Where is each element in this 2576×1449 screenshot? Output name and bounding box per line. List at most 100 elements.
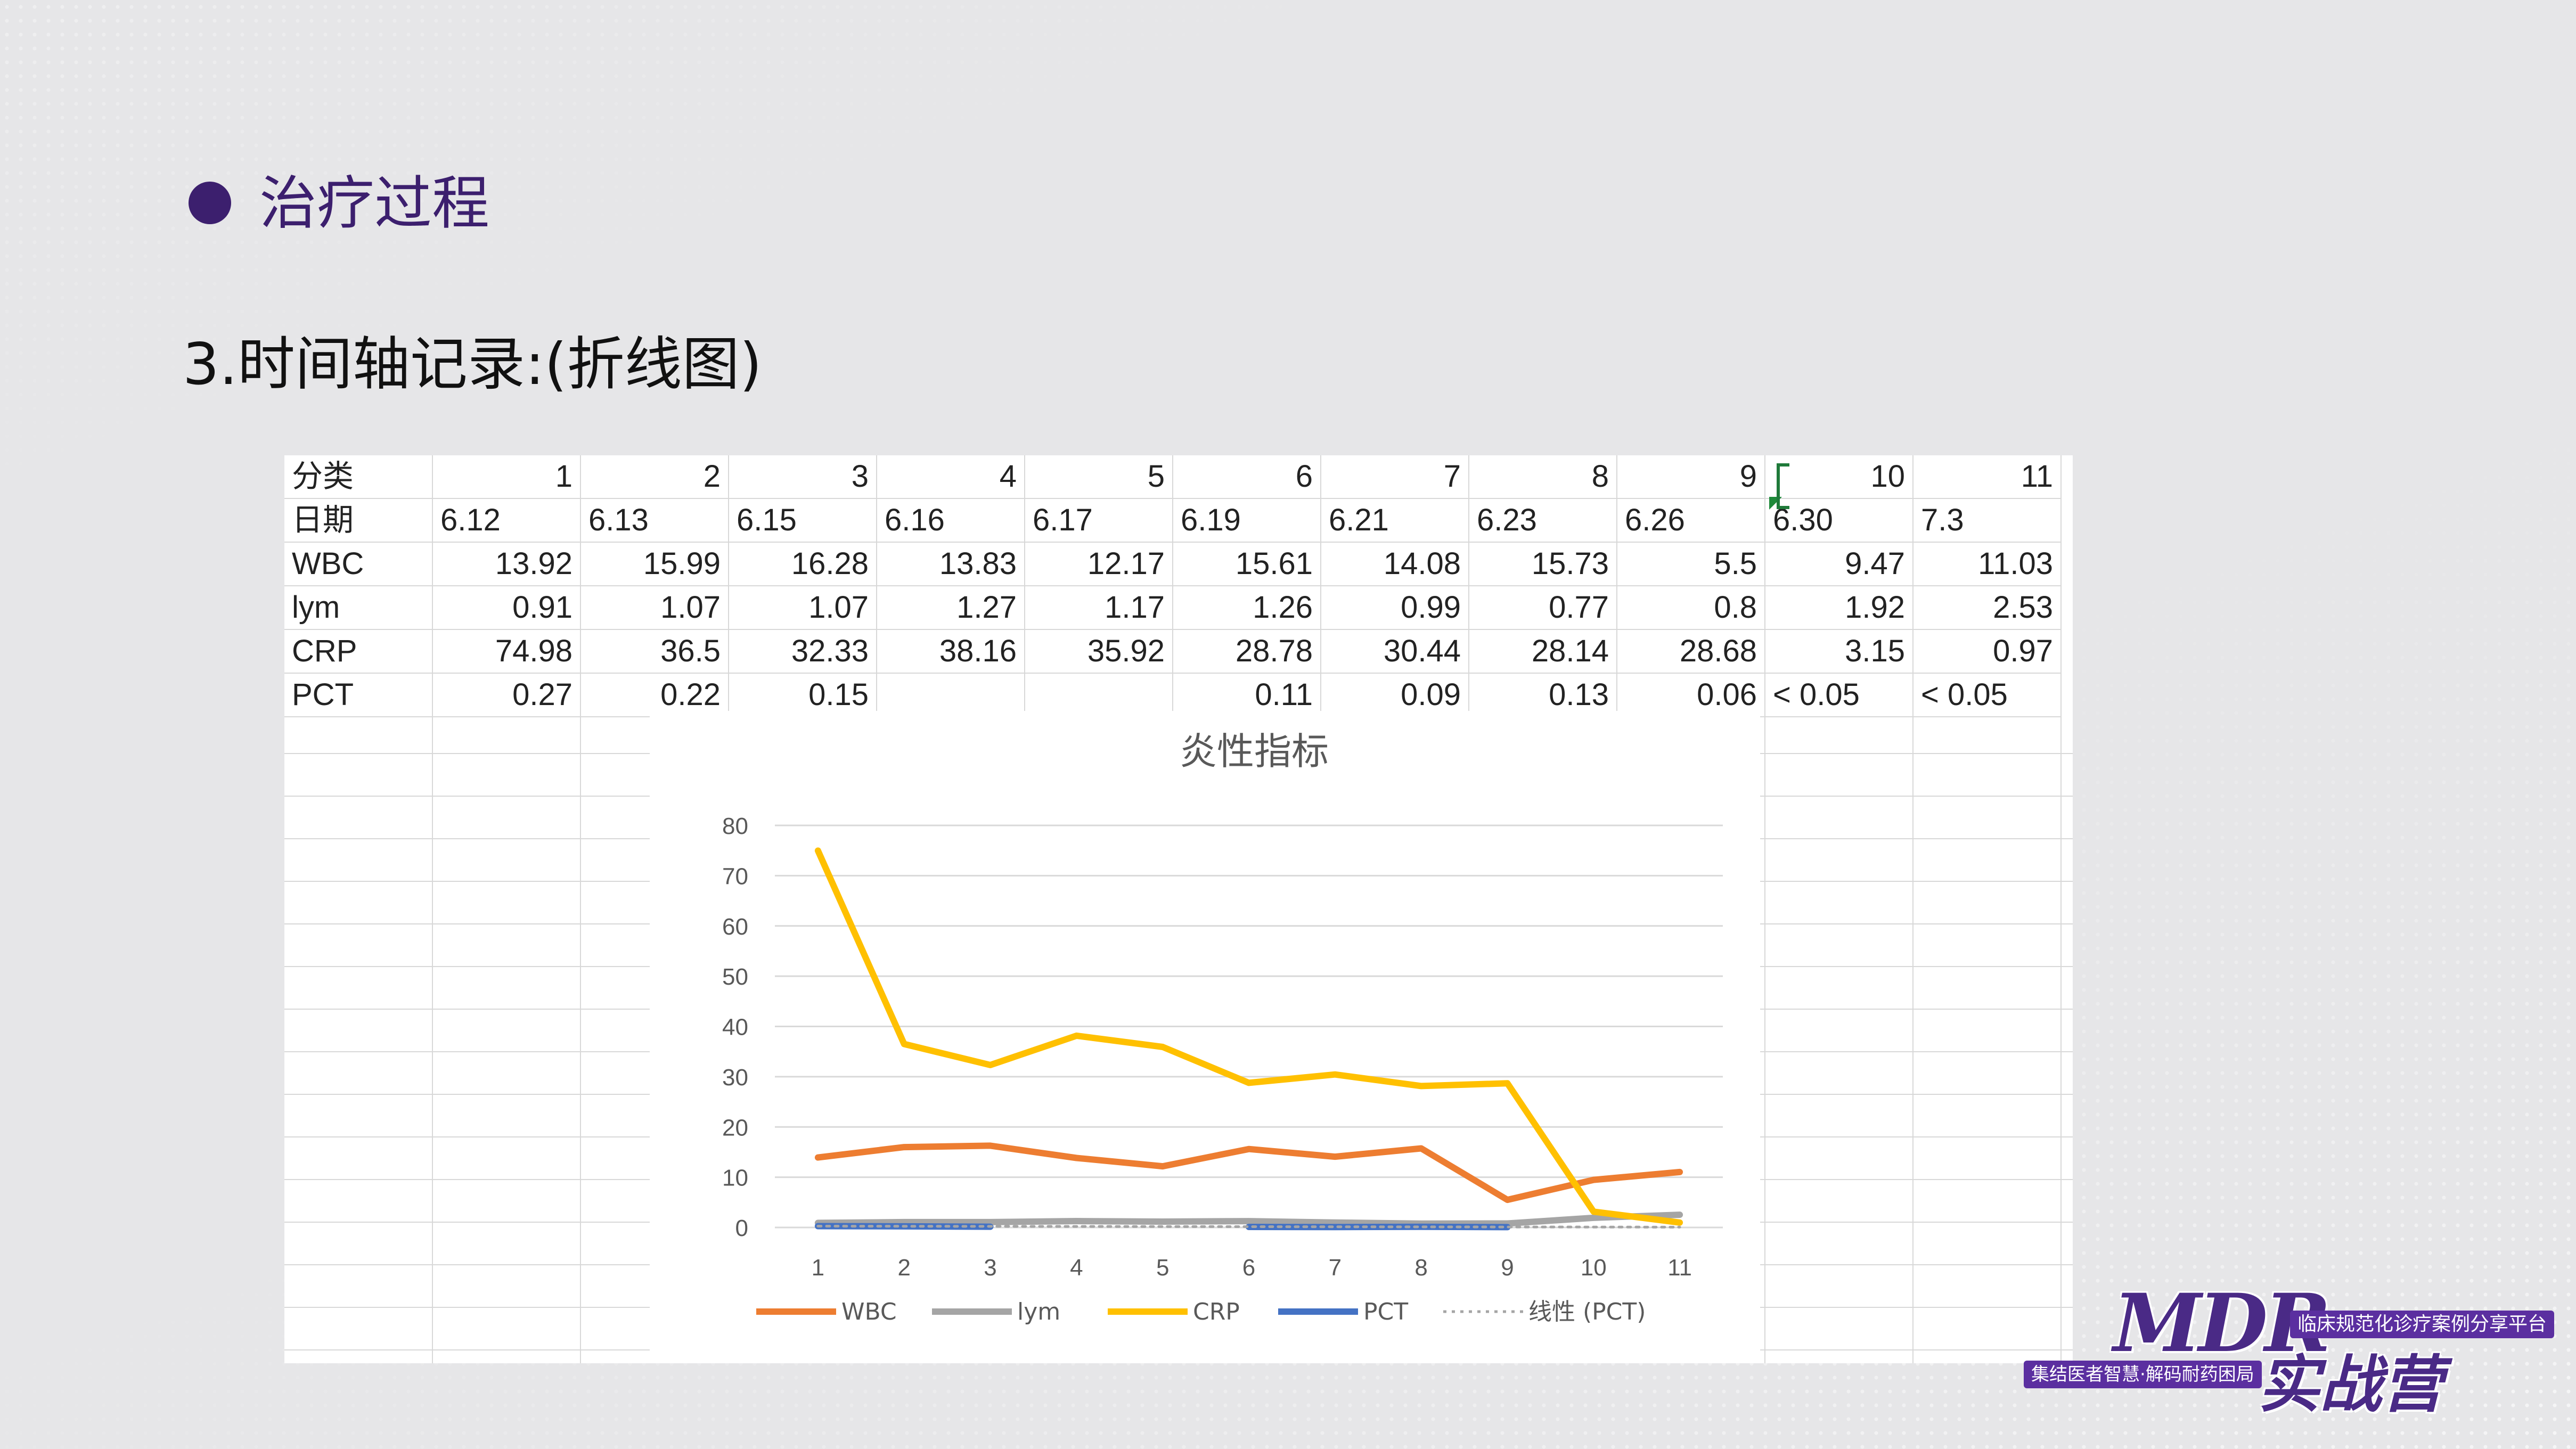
table-cell[interactable]: 74.98 [432, 629, 581, 674]
table-cell[interactable]: 10 [1765, 455, 1913, 499]
table-cell[interactable]: 1.26 [1173, 586, 1321, 630]
table-cell[interactable]: 1.27 [877, 586, 1025, 630]
series-line-wbc [814, 1142, 1683, 1204]
lym-row: lym 0.91 1.07 1.07 1.27 1.17 1.26 0.99 0.77 0.8 1.… [284, 586, 2062, 630]
line-chart: 炎性指标 0 10 20 30 40 50 60 70 80 1 2 3 4 5 6 7 8 9 10 11 WBC lym… [722, 730, 1723, 1325]
logo-tagline: 临床规范化诊疗案例分享平台 [2290, 1311, 2555, 1338]
table-cell[interactable]: 6.19 [1173, 498, 1321, 543]
table-cell[interactable]: 5.5 [1617, 542, 1765, 586]
table-cell[interactable]: 0.77 [1469, 586, 1617, 630]
y-tick-label: 70 [722, 863, 748, 889]
table-cell[interactable]: 9.47 [1765, 542, 1913, 586]
table-cell[interactable]: 14.08 [1321, 542, 1469, 586]
chart-title: 炎性指标 [1180, 730, 1329, 773]
table-cell[interactable]: 11.03 [1913, 542, 2062, 586]
table-cell[interactable]: 15.73 [1469, 542, 1617, 586]
table-cell[interactable]: 0.15 [729, 673, 877, 717]
y-tick-label: 60 [722, 914, 748, 940]
header-row: 分类 1 2 3 4 5 6 7 8 9 10 11 [284, 455, 2062, 499]
table-cell[interactable] [877, 673, 1025, 717]
row-label-cell[interactable]: 日期 [284, 498, 433, 543]
table-cell[interactable]: 6.21 [1321, 498, 1469, 543]
row-label-cell[interactable]: lym [284, 586, 433, 630]
crp-row: CRP 74.98 36.5 32.33 38.16 35.92 28.78 30.44 28.… [284, 629, 2062, 674]
table-cell[interactable]: 6.23 [1469, 498, 1617, 543]
table-cell[interactable]: 6.26 [1617, 498, 1765, 543]
table-cell[interactable]: 6 [1173, 455, 1321, 499]
legend-label: lym [1017, 1298, 1060, 1325]
table-cell[interactable]: 15.61 [1173, 542, 1321, 586]
legend-label: PCT [1363, 1298, 1408, 1325]
table-cell[interactable]: 38.16 [877, 629, 1025, 674]
table-cell[interactable]: 2.53 [1913, 586, 2062, 630]
legend-label: WBC [841, 1298, 897, 1325]
table-cell[interactable]: 0.22 [580, 673, 729, 717]
x-tick-label: 1 [812, 1255, 824, 1281]
table-cell[interactable]: 28.14 [1469, 629, 1617, 674]
logo-camp: 实战营 [2258, 1348, 2443, 1421]
cell-selection-marker [1777, 463, 1789, 509]
table-cell[interactable]: 6.15 [729, 498, 877, 543]
chart-panel[interactable]: 炎性指标 0 10 20 30 40 50 60 70 80 1 2 3 4 5 6 7 8 9 10 11 WBC lym… [650, 711, 1760, 1363]
table-cell[interactable]: 0.11 [1173, 673, 1321, 717]
x-tick-label: 8 [1414, 1255, 1427, 1281]
y-tick-label: 10 [722, 1165, 748, 1191]
table-cell[interactable]: 6.16 [877, 498, 1025, 543]
x-tick-label: 11 [1667, 1255, 1692, 1281]
table-cell[interactable]: 7 [1321, 455, 1469, 499]
data-table: 分类 1 2 3 4 5 6 7 8 9 10 11 日期 6.12 6.13 6.15 6.16 6.17 6.1… [284, 455, 2062, 717]
wbc-row: WBC 13.92 15.99 16.28 13.83 12.17 15.61 14.08 15… [284, 542, 2062, 586]
table-cell[interactable]: 0.8 [1617, 586, 1765, 630]
table-cell[interactable]: 36.5 [580, 629, 729, 674]
table-cell[interactable]: 15.99 [580, 542, 729, 586]
table-cell[interactable]: 16.28 [729, 542, 877, 586]
table-cell[interactable]: 8 [1469, 455, 1617, 499]
x-tick-label: 9 [1501, 1255, 1514, 1281]
table-cell[interactable]: 6.13 [580, 498, 729, 543]
row-label-cell[interactable]: WBC [284, 542, 433, 586]
table-cell[interactable]: 13.83 [877, 542, 1025, 586]
table-cell[interactable]: 1.07 [580, 586, 729, 630]
table-cell[interactable]: 0.06 [1617, 673, 1765, 717]
table-cell[interactable]: 4 [877, 455, 1025, 499]
table-cell[interactable]: 1.17 [1025, 586, 1173, 630]
table-cell[interactable] [1025, 673, 1173, 717]
series-line-pct-trend [816, 1225, 1681, 1229]
table-cell[interactable]: 32.33 [729, 629, 877, 674]
table-cell[interactable]: 2 [580, 455, 729, 499]
table-cell[interactable]: 28.78 [1173, 629, 1321, 674]
table-cell[interactable]: 35.92 [1025, 629, 1173, 674]
table-cell[interactable]: 13.92 [432, 542, 581, 586]
table-cell[interactable]: 9 [1617, 455, 1765, 499]
table-cell[interactable]: 0.99 [1321, 586, 1469, 630]
table-cell[interactable]: < 0.05 [1913, 673, 2062, 717]
table-cell[interactable]: 0.91 [432, 586, 581, 630]
table-cell[interactable]: 6.17 [1025, 498, 1173, 543]
table-cell[interactable]: 7.3 [1913, 498, 2062, 543]
table-cell[interactable]: < 0.05 [1765, 673, 1913, 717]
section-title: 治疗过程 [259, 170, 490, 237]
table-cell[interactable]: 5 [1025, 455, 1173, 499]
x-tick-label: 10 [1581, 1255, 1607, 1281]
table-cell[interactable]: 3 [729, 455, 877, 499]
table-cell[interactable]: 3.15 [1765, 629, 1913, 674]
pct-row: PCT 0.27 0.22 0.15 0.11 0.09 0.13 0.06 < 0.05 < 0… [284, 673, 2062, 717]
section-bullet [189, 182, 231, 224]
table-cell[interactable]: 28.68 [1617, 629, 1765, 674]
table-cell[interactable]: 1.92 [1765, 586, 1913, 630]
table-cell[interactable]: 1 [432, 455, 581, 499]
table-cell[interactable]: 1.07 [729, 586, 877, 630]
table-cell[interactable]: 11 [1913, 455, 2062, 499]
row-label-cell[interactable]: CRP [284, 629, 433, 674]
row-label-cell[interactable]: 分类 [284, 455, 433, 499]
row-label-cell[interactable]: PCT [284, 673, 433, 717]
table-cell[interactable]: 0.09 [1321, 673, 1469, 717]
table-cell[interactable]: 12.17 [1025, 542, 1173, 586]
table-cell[interactable]: 6.30 [1765, 498, 1913, 543]
table-cell[interactable]: 6.12 [432, 498, 581, 543]
table-cell[interactable]: 0.97 [1913, 629, 2062, 674]
table-cell[interactable]: 0.27 [432, 673, 581, 717]
slide-subtitle: 3.时间轴记录:(折线图) [183, 331, 762, 398]
table-cell[interactable]: 30.44 [1321, 629, 1469, 674]
table-cell[interactable]: 0.13 [1469, 673, 1617, 717]
